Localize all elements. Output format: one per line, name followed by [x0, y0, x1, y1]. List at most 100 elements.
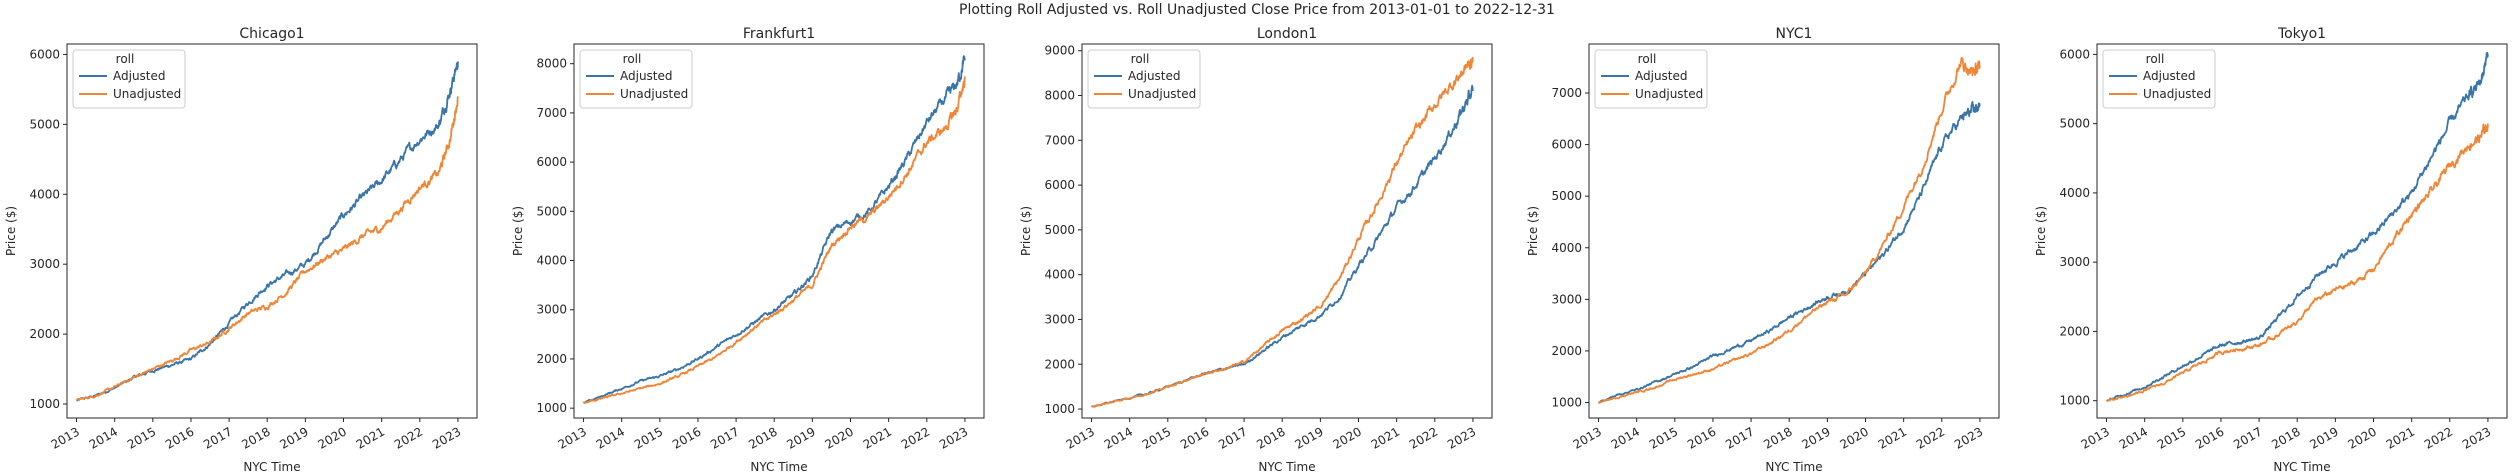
y-tick-label: 1000	[1551, 396, 1582, 410]
x-tick-label: 2020	[316, 424, 349, 451]
x-tick-label: 2013	[1064, 424, 1097, 451]
x-tick-label: 2014	[1102, 424, 1135, 451]
subplot-title: Chicago1	[239, 26, 304, 42]
x-tick-label: 2021	[1369, 424, 1402, 451]
legend-title: roll	[1131, 52, 1150, 66]
y-axis-label: Price ($)	[4, 206, 18, 256]
x-tick-label: 2013	[556, 424, 589, 451]
legend: roll Adjusted Unadjusted	[1087, 49, 1201, 109]
x-tick-label: 2017	[1216, 424, 1249, 451]
y-tick-label: 4000	[1551, 241, 1582, 255]
x-tick-label: 2016	[2193, 424, 2226, 451]
x-tick-label: 2016	[1178, 424, 1211, 451]
y-tick-label: 4000	[536, 254, 567, 268]
y-tick-label: 1000	[536, 401, 567, 415]
x-tick-label: 2016	[670, 424, 703, 451]
legend: roll Adjusted Unadjusted	[579, 49, 693, 109]
y-tick-label: 6000	[1551, 138, 1582, 152]
y-tick-label: 7000	[1551, 86, 1582, 100]
x-tick-label: 2018	[2269, 424, 2302, 451]
y-tick-label: 8000	[1044, 89, 1075, 103]
legend-label-adjusted: Adjusted	[1635, 69, 1688, 83]
x-tick-label: 2020	[1331, 424, 1364, 451]
subplot-tokyo1: 1000 2000 3000 4000 5000 6000 2013 2014 2015 2016…	[2034, 26, 2508, 474]
y-tick-label: 1000	[1044, 402, 1075, 416]
y-tick-label: 7000	[1044, 133, 1075, 147]
plot-frame	[66, 43, 478, 419]
y-tick-label: 2000	[29, 327, 60, 341]
x-tick-label: 2023	[430, 424, 463, 451]
x-axis-label: NYC Time	[750, 460, 807, 474]
y-tick-label: 4000	[29, 187, 60, 201]
legend-label-adjusted: Adjusted	[620, 69, 673, 83]
x-tick-label: 2018	[1761, 424, 1794, 451]
y-tick-label: 9000	[1044, 44, 1075, 58]
x-tick-label: 2022	[392, 424, 425, 451]
y-tick-label: 5000	[536, 204, 567, 218]
legend: roll Adjusted Unadjusted	[1594, 49, 1708, 109]
y-tick-label: 3000	[2059, 255, 2090, 269]
series-line-adjusted	[76, 61, 459, 402]
series-line-adjusted	[1090, 84, 1474, 408]
x-axis-label: NYC Time	[1765, 460, 1822, 474]
x-tick-label: 2015	[632, 424, 665, 451]
series-line-unadjusted	[76, 96, 459, 402]
subplot-nyc1: 1000 2000 3000 4000 5000 6000 7000 2013 2014 2015…	[1526, 26, 2000, 474]
x-axis-label: NYC Time	[2273, 460, 2330, 474]
legend-label-unadjusted: Unadjusted	[620, 87, 688, 101]
x-tick-label: 2014	[87, 424, 120, 451]
x-tick-label: 2014	[1609, 424, 1642, 451]
figure-title: Plotting Roll Adjusted vs. Roll Unadjust…	[959, 2, 1555, 18]
y-tick-label: 2000	[2059, 324, 2090, 338]
series-line-adjusted	[582, 55, 966, 404]
y-tick-label: 1000	[29, 397, 60, 411]
x-tick-label: 2021	[861, 424, 894, 451]
subplot-title: Frankfurt1	[743, 26, 815, 42]
x-tick-label: 2022	[899, 424, 932, 451]
legend-label-adjusted: Adjusted	[1128, 69, 1181, 83]
legend-label-unadjusted: Unadjusted	[113, 87, 181, 101]
x-tick-label: 2020	[2346, 424, 2379, 451]
x-tick-label: 2021	[2384, 424, 2417, 451]
subplot-london1: 1000 2000 3000 4000 5000 6000 7000 8000 9000 2013…	[1019, 26, 1493, 474]
x-axis-label: NYC Time	[1258, 460, 1315, 474]
x-tick-label: 2021	[354, 424, 387, 451]
y-tick-label: 6000	[2059, 47, 2090, 61]
series-line-unadjusted	[583, 76, 966, 405]
x-tick-label: 2013	[49, 424, 82, 451]
y-tick-label: 8000	[536, 57, 567, 71]
x-tick-label: 2023	[2460, 424, 2493, 451]
plot-frame	[1588, 43, 2000, 419]
y-axis-label: Price ($)	[511, 206, 525, 256]
x-tick-label: 2016	[163, 424, 196, 451]
x-tick-label: 2019	[2307, 424, 2340, 451]
legend-label-unadjusted: Unadjusted	[1128, 87, 1196, 101]
y-tick-label: 2000	[536, 352, 567, 366]
legend-label-unadjusted: Unadjusted	[2143, 87, 2211, 101]
y-tick-label: 5000	[29, 117, 60, 131]
series-line-unadjusted	[1598, 57, 1981, 404]
x-tick-label: 2020	[1838, 424, 1871, 451]
x-tick-label: 2019	[277, 424, 310, 451]
x-tick-label: 2016	[1685, 424, 1718, 451]
x-tick-label: 2015	[1140, 424, 1173, 451]
x-axis-label: NYC Time	[243, 460, 300, 474]
subplot-title: NYC1	[1776, 26, 1813, 42]
y-tick-label: 3000	[536, 303, 567, 317]
x-tick-label: 2013	[2079, 424, 2112, 451]
y-tick-label: 6000	[29, 47, 60, 61]
series-line-unadjusted	[1091, 56, 1474, 408]
y-tick-label: 2000	[1551, 344, 1582, 358]
y-tick-label: 3000	[1551, 292, 1582, 306]
y-tick-label: 6000	[536, 155, 567, 169]
x-tick-label: 2015	[2155, 424, 2188, 451]
y-tick-label: 5000	[2059, 117, 2090, 131]
x-tick-label: 2020	[823, 424, 856, 451]
y-tick-label: 4000	[2059, 186, 2090, 200]
series-line-adjusted	[2105, 51, 2489, 402]
x-tick-label: 2017	[708, 424, 741, 451]
y-axis-label: Price ($)	[2034, 206, 2048, 256]
x-tick-label: 2019	[1292, 424, 1325, 451]
legend: roll Adjusted Unadjusted	[2102, 49, 2216, 109]
